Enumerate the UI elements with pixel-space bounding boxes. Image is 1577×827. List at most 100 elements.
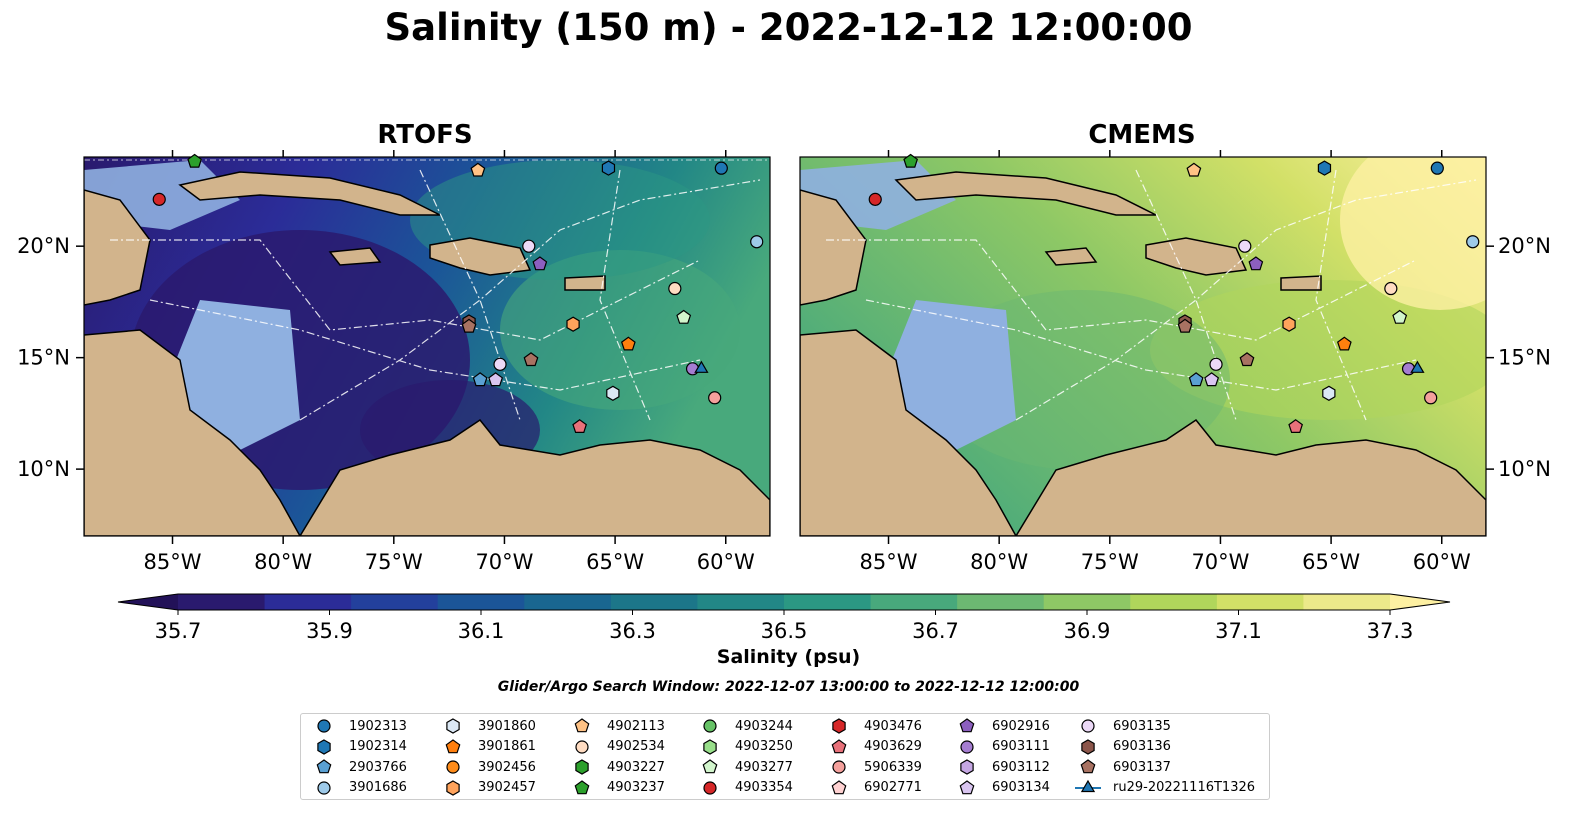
legend-marker-icon: [575, 759, 589, 775]
legend-item: 4903237: [567, 778, 665, 798]
float-marker: [903, 153, 919, 168]
legend-label: 4903250: [735, 739, 793, 754]
lat-tick-label: 10°N: [17, 457, 70, 481]
float-marker: [187, 153, 203, 168]
lon-tick-label: 75°W: [365, 550, 423, 574]
colorbar-tick-label: 37.1: [1215, 619, 1262, 643]
legend-marker: [446, 718, 460, 734]
colorbar-tick-label: 36.1: [458, 619, 505, 643]
float-marker: [676, 309, 692, 324]
lon-tick-label: 60°W: [1413, 550, 1471, 574]
float-marker: [1336, 336, 1352, 351]
colorbar-label: Salinity (psu): [716, 646, 861, 668]
float-marker: [1317, 160, 1332, 176]
legend-marker-icon: [575, 739, 589, 754]
float-marker: [1186, 162, 1202, 177]
float-marker: [493, 357, 507, 371]
lon-tick-label: 85°W: [860, 550, 918, 574]
legend-marker-icon: [574, 779, 590, 794]
legend-marker: [832, 760, 846, 774]
float-marker: [1188, 372, 1204, 387]
legend-item: 3901686: [309, 778, 407, 798]
float-marker: [1238, 239, 1252, 253]
legend-marker-icon: [445, 738, 461, 753]
legend-label: 4903354: [735, 780, 793, 795]
map-panel-rtofs: [84, 157, 770, 536]
legend-label: 3902457: [478, 780, 536, 795]
legend-marker-icon: [959, 779, 975, 794]
float-marker: [566, 316, 580, 332]
legend-marker: [574, 779, 590, 794]
float-marker: [714, 161, 728, 175]
float-marker: [750, 235, 764, 249]
legend-marker-icon: [832, 760, 846, 774]
float-marker: [601, 160, 616, 176]
colorbar-tick-label: 36.9: [1064, 619, 1111, 643]
legend-label: 4903629: [864, 739, 922, 754]
legend-item: 4903277: [695, 757, 793, 777]
lon-tick-label: 80°W: [254, 550, 312, 574]
search-window-text: Glider/Argo Search Window: 2022-12-07 13…: [497, 679, 1080, 695]
legend-marker-icon: [317, 780, 331, 795]
legend-marker-icon: [446, 760, 460, 774]
colorbar-tick-label: 37.3: [1367, 619, 1414, 643]
float-marker: [708, 391, 722, 405]
lat-tick-label: 15°N: [1498, 346, 1551, 370]
legend-item: 6903134: [952, 778, 1050, 798]
legend-marker: [703, 738, 717, 755]
legend-item: 6903112: [952, 757, 1050, 777]
legend-label: 1902314: [349, 739, 407, 754]
colorbar-tick-label: 35.9: [306, 619, 353, 643]
legend-marker: [317, 719, 331, 733]
legend-item: 6903111: [952, 737, 1050, 757]
axis-ticks: 85°W 80°W 75°W 70°W 65°W 60°W 20°N 15°N 10°N 85°W…: [17, 150, 1551, 574]
legend-item: 4903354: [695, 778, 793, 798]
float-marker: [1177, 318, 1193, 333]
legend-marker-icon: [703, 738, 717, 755]
float-marker: [868, 192, 882, 206]
legend-marker-icon: [316, 759, 332, 774]
legend-item: 6903137: [1073, 757, 1171, 777]
legend-marker: [703, 719, 717, 733]
legend-marker: [1081, 738, 1095, 755]
float-marker: [694, 360, 709, 373]
legend-label: 3902456: [478, 759, 536, 775]
legend-item: 4903250: [695, 737, 793, 757]
legend-marker: [702, 759, 718, 774]
float-marker: [522, 239, 536, 253]
legend-marker-icon: [831, 738, 847, 753]
float-marker: [572, 419, 588, 433]
lon-tick-label: 70°W: [1191, 550, 1249, 574]
legend-marker: [959, 718, 975, 733]
legend-marker: [1080, 779, 1096, 792]
legend-label: 3901686: [349, 780, 407, 795]
legend-item: 2903766: [309, 757, 407, 777]
legend-label: 4902534: [607, 739, 665, 754]
float-marker: [1322, 385, 1336, 401]
float-marker: [1239, 352, 1255, 367]
legend-marker: [959, 779, 975, 794]
legend-marker: [317, 780, 331, 795]
float-marker: [461, 318, 477, 333]
lat-tick-label: 10°N: [1498, 457, 1551, 481]
legend-marker-icon: [702, 759, 718, 774]
legend-item: 3901861: [438, 737, 536, 757]
legend-marker-icon: [703, 719, 717, 733]
legend-marker-icon: [446, 718, 460, 734]
legend-marker: [960, 759, 974, 775]
legend-label: 6903136: [1113, 739, 1171, 754]
legend-label: 6903134: [992, 780, 1050, 795]
lat-tick-label: 20°N: [1498, 234, 1551, 258]
legend-label: 6902771: [864, 780, 922, 795]
panel-title-rtofs: RTOFS: [377, 120, 473, 150]
legend-label: 5906339: [864, 759, 922, 775]
float-marker: [488, 372, 504, 387]
legend-label: 6903112: [992, 759, 1050, 775]
legend-label: 4903476: [864, 718, 922, 734]
legend-label: 4903237: [607, 780, 665, 795]
legend-marker: [575, 739, 589, 754]
legend-item: 4903629: [824, 737, 922, 757]
legend-marker: [446, 779, 460, 796]
legend-item: 4903476: [824, 716, 922, 736]
